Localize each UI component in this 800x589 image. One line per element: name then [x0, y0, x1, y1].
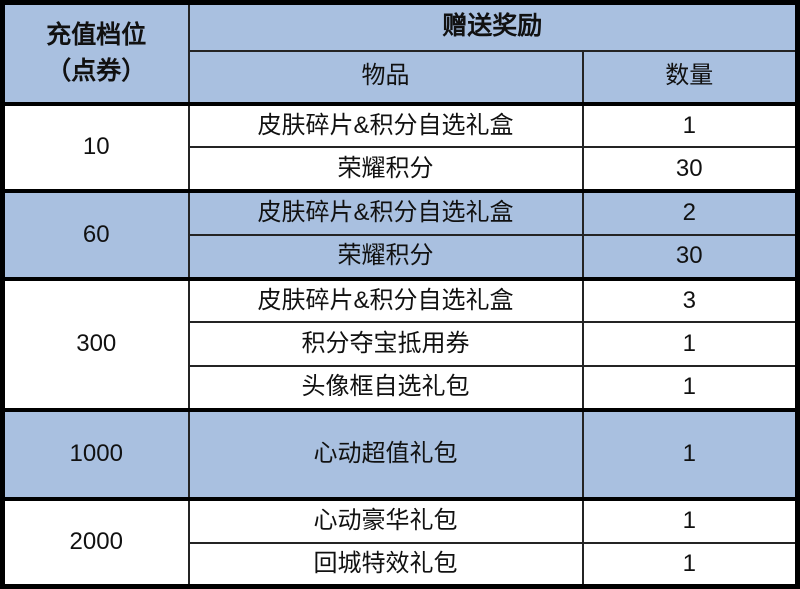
item-cell: 头像框自选礼包: [187, 365, 584, 412]
tier-value: 1000: [1, 408, 190, 500]
qty-cell: 1: [581, 101, 799, 149]
qty-cell: 1: [581, 408, 799, 500]
header-item: 物品: [187, 49, 584, 105]
qty-cell: 1: [581, 321, 799, 368]
header-tier-line1: 充值档位: [46, 21, 147, 49]
qty-cell: 1: [581, 365, 799, 412]
header-tier-line2: （点券）: [46, 57, 147, 86]
item-cell: 积分夺宝抵用券: [187, 321, 584, 368]
qty-cell: 30: [581, 146, 799, 193]
tier-value: 60: [1, 189, 190, 280]
item-cell: 心动豪华礼包: [187, 496, 584, 544]
header-qty: 数量: [581, 49, 799, 105]
header-reward: 赠送奖励: [187, 1, 799, 52]
item-cell: 心动超值礼包: [187, 408, 584, 500]
item-cell: 回城特效礼包: [187, 541, 584, 588]
qty-cell: 1: [581, 541, 799, 588]
qty-cell: 1: [581, 496, 799, 544]
item-cell: 荣耀积分: [187, 233, 584, 280]
qty-cell: 2: [581, 189, 799, 236]
qty-cell: 3: [581, 276, 799, 324]
tier-value: 2000: [1, 496, 190, 588]
item-cell: 皮肤碎片&积分自选礼盒: [187, 276, 584, 324]
tier-value: 10: [1, 101, 190, 193]
qty-cell: 30: [581, 233, 799, 280]
header-tier-column: 充值档位 （点券）: [1, 1, 190, 105]
item-cell: 皮肤碎片&积分自选礼盒: [187, 101, 584, 149]
item-cell: 皮肤碎片&积分自选礼盒: [187, 189, 584, 236]
item-cell: 荣耀积分: [187, 146, 584, 193]
tier-value: 300: [1, 276, 190, 412]
